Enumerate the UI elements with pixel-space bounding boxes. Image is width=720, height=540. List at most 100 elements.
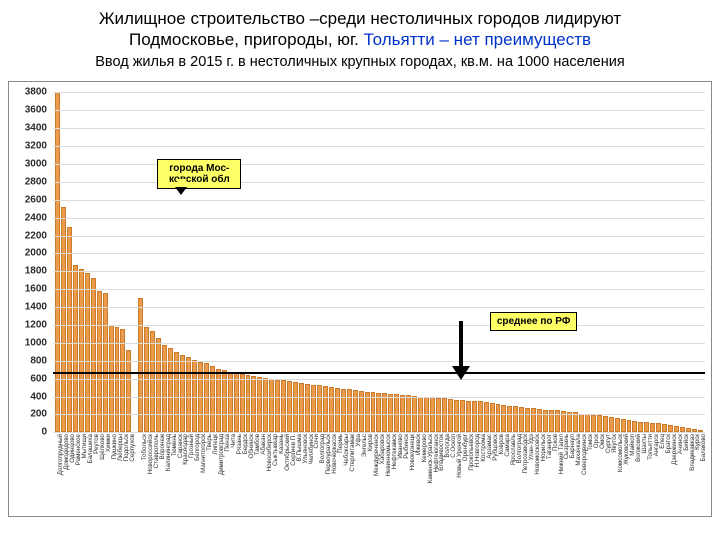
bar-slot xyxy=(61,92,66,432)
y-tick: 0 xyxy=(41,427,47,438)
bar-slot xyxy=(275,92,280,432)
bar-slot xyxy=(317,92,322,432)
bar xyxy=(61,207,66,432)
x-label: Волгоград xyxy=(317,432,322,516)
bar-slot xyxy=(192,92,197,432)
callout-moscow-region: города Мос-ковской обл xyxy=(157,159,241,189)
x-label: Новый Уренгой xyxy=(454,432,459,516)
bar-slot xyxy=(501,92,506,432)
x-label: Таганрог xyxy=(543,432,548,516)
bar xyxy=(156,338,161,432)
x-label: Вологда xyxy=(442,432,447,516)
y-tick: 1400 xyxy=(25,302,47,313)
bar xyxy=(329,387,334,433)
bar-slot xyxy=(204,92,209,432)
bar-slot xyxy=(573,92,578,432)
bar-slot xyxy=(198,92,203,432)
x-label: С.Оскол xyxy=(448,432,453,516)
x-label: Первоуральск xyxy=(323,432,328,516)
x-label: Рязань xyxy=(234,432,239,516)
bar xyxy=(263,378,268,433)
x-label: Кострома xyxy=(478,432,483,516)
bar-slot xyxy=(305,92,310,432)
bar-slot xyxy=(132,92,137,432)
subtitle: Ввод жилья в 2015 г. в нестоличных крупн… xyxy=(12,53,708,72)
bar-slot xyxy=(186,92,191,432)
bar-slot xyxy=(394,92,399,432)
bar xyxy=(543,410,548,433)
x-label: В.Пышма xyxy=(293,432,298,516)
x-label: Обнинск xyxy=(246,432,251,516)
bar-slot xyxy=(579,92,584,432)
x-label: Саранск xyxy=(174,432,179,516)
x-label: Ачинск xyxy=(674,432,679,516)
bar xyxy=(311,385,316,432)
bar-slot xyxy=(478,92,483,432)
x-label: Калининград xyxy=(162,432,167,516)
x-label: Химки xyxy=(103,432,108,516)
bar xyxy=(246,375,251,432)
x-label: Орск xyxy=(591,432,596,516)
bar xyxy=(615,418,620,432)
bar-slot xyxy=(109,92,114,432)
x-label: Омск xyxy=(597,432,602,516)
bar-slot xyxy=(418,92,423,432)
x-label: Елец xyxy=(656,432,661,516)
bar-slot xyxy=(692,92,697,432)
x-label: Щёлково xyxy=(97,432,102,516)
bar xyxy=(305,384,310,432)
x-label: Кемерово xyxy=(418,432,423,516)
bar xyxy=(668,425,673,432)
x-label: Новочеркасск xyxy=(329,432,334,516)
bar-slot xyxy=(513,92,518,432)
bar-slot xyxy=(507,92,512,432)
title-highlight: Тольятти – нет преимуществ xyxy=(364,30,591,49)
y-tick: 2400 xyxy=(25,212,47,223)
bar-slot xyxy=(281,92,286,432)
bar-slot xyxy=(323,92,328,432)
bar xyxy=(394,394,399,432)
bar-slot xyxy=(251,92,256,432)
bar-slot xyxy=(525,92,530,432)
x-label: Новокузнецк xyxy=(406,432,411,516)
x-label: Димитровград xyxy=(216,432,221,516)
bar-slot xyxy=(543,92,548,432)
bar xyxy=(507,406,512,433)
bar-slot xyxy=(103,92,108,432)
bar xyxy=(335,388,340,433)
bar xyxy=(138,298,143,432)
x-label: Иваново xyxy=(394,432,399,516)
bar-slot xyxy=(79,92,84,432)
x-label xyxy=(132,432,137,516)
title-line-1: Жилищное строительство –среди нестоличны… xyxy=(12,8,708,29)
y-tick: 3200 xyxy=(25,141,47,152)
bar xyxy=(180,355,185,433)
x-label: Чита xyxy=(228,432,233,516)
x-label: Балаково xyxy=(698,432,703,516)
x-label: Киров xyxy=(365,432,370,516)
arrow-head-icon xyxy=(452,366,470,380)
x-label: Владивосток xyxy=(436,432,441,516)
bar-slot xyxy=(442,92,447,432)
bar-slot xyxy=(311,92,316,432)
bar-slot xyxy=(382,92,387,432)
bar xyxy=(531,408,536,432)
bar xyxy=(472,401,477,432)
bar xyxy=(597,415,602,432)
bar-slot xyxy=(662,92,667,432)
bar-slot xyxy=(55,92,60,432)
x-label: Липецк xyxy=(210,432,215,516)
x-label: Одинцово xyxy=(67,432,72,516)
bar-slot xyxy=(246,92,251,432)
bar-slot xyxy=(263,92,268,432)
bar xyxy=(460,400,465,432)
x-label: Тольятти xyxy=(644,432,649,516)
bar-slot xyxy=(621,92,626,432)
x-label: Балашиха xyxy=(85,432,90,516)
x-label: Курск xyxy=(692,432,697,516)
x-label: Каменск-Уральск xyxy=(424,432,429,516)
bar xyxy=(317,385,322,432)
bar-slot xyxy=(120,92,125,432)
bar-slot xyxy=(454,92,459,432)
bar-slot xyxy=(257,92,262,432)
